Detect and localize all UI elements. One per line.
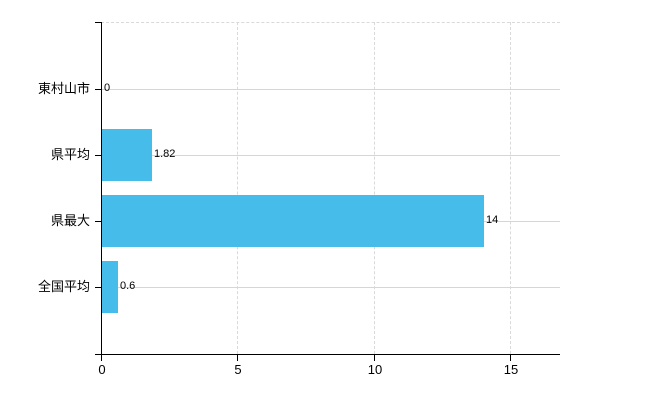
y-axis-line (101, 22, 102, 355)
category-label: 県最大 (50, 213, 90, 228)
y-axis-tick (95, 287, 101, 288)
x-axis-tick (237, 355, 238, 361)
bar-value-label: 14 (486, 214, 499, 226)
bar-value-label: 1.82 (154, 148, 176, 160)
x-axis-line (101, 354, 560, 355)
y-axis-tick (95, 89, 101, 90)
y-axis-tick (95, 354, 101, 355)
horizontal-gridline (102, 155, 560, 156)
vertical-gridline (510, 22, 511, 354)
bar-value-label: 0 (104, 82, 111, 94)
category-label: 東村山市 (37, 81, 90, 96)
x-axis-tick-label: 0 (98, 362, 106, 377)
vertical-gridline (237, 22, 238, 354)
horizontal-gridline (102, 89, 560, 90)
x-axis-tick-label: 15 (503, 362, 519, 377)
plot-top-border (101, 22, 560, 23)
x-axis-tick-label: 10 (367, 362, 383, 377)
x-axis-tick-label: 5 (234, 362, 242, 377)
x-axis-tick (374, 355, 375, 361)
y-axis-tick (95, 22, 101, 23)
y-axis-tick (95, 221, 101, 222)
bar (102, 195, 484, 247)
vertical-gridline (374, 22, 375, 354)
y-axis-tick (95, 155, 101, 156)
bar (102, 129, 152, 181)
x-axis-tick (101, 355, 102, 361)
bar-value-label: 0.6 (120, 280, 136, 292)
x-axis-tick (510, 355, 511, 361)
category-label: 全国平均 (37, 279, 90, 294)
category-label: 県平均 (50, 147, 90, 162)
horizontal-gridline (102, 287, 560, 288)
bar (102, 261, 118, 313)
